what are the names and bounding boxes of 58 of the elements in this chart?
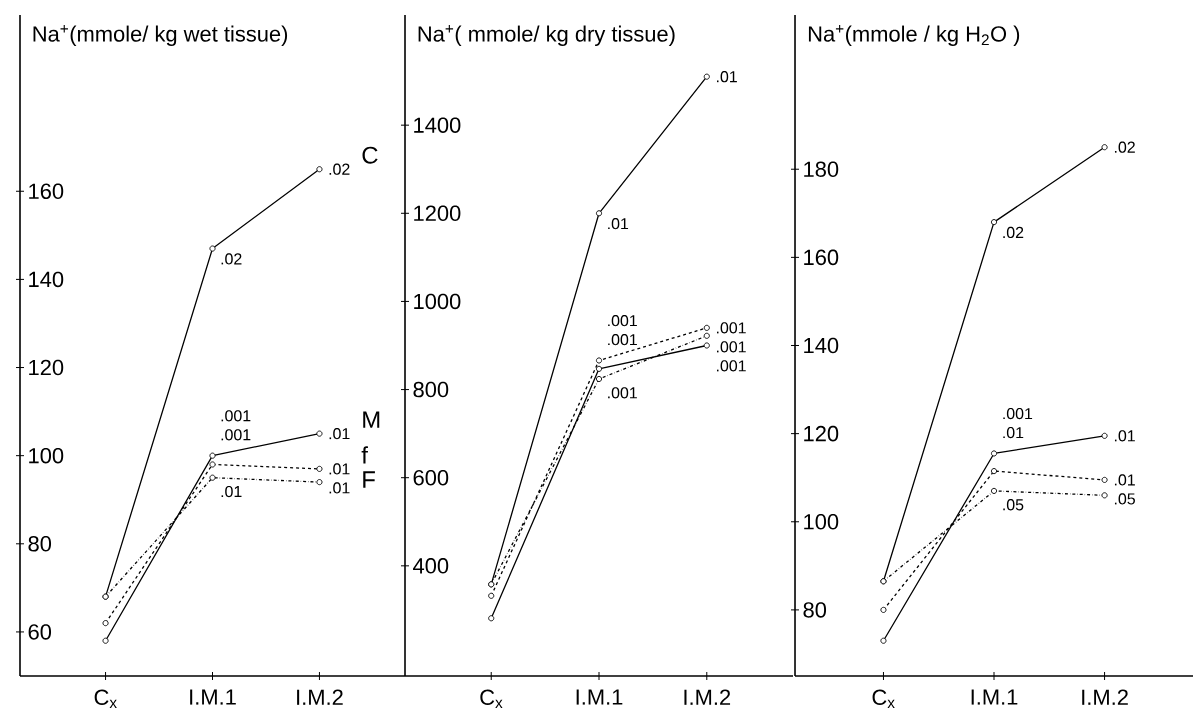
annotation: .05 bbox=[1114, 493, 1135, 505]
annotation: .001 bbox=[608, 334, 637, 346]
y-tick-label: 100 bbox=[29, 447, 64, 464]
series-label: f bbox=[361, 446, 368, 464]
annotation: .001 bbox=[221, 410, 251, 422]
series-label: C bbox=[362, 146, 378, 164]
annotation: .001 bbox=[1003, 407, 1033, 420]
annotation: .01 bbox=[1114, 430, 1135, 442]
annotation: .02 bbox=[329, 163, 350, 175]
annotation: .01 bbox=[1003, 426, 1024, 439]
annotation: .01 bbox=[329, 427, 350, 440]
y-tick-label: 80 bbox=[803, 602, 827, 618]
x-tick-label: I.M.2 bbox=[297, 689, 343, 705]
chart-title: Na$^{+}$( mmole/ kg dry tissue) bbox=[418, 25, 675, 47]
annotation: .02 bbox=[1003, 226, 1024, 239]
annotation: .01 bbox=[329, 463, 350, 475]
chart-title: Na$^{+}$(mmole/ kg wet tissue) bbox=[33, 25, 288, 47]
annotation: .01 bbox=[1114, 474, 1135, 486]
annotation: .01 bbox=[329, 482, 350, 494]
annotation: .01 bbox=[716, 71, 737, 83]
y-tick-label: 140 bbox=[29, 271, 64, 288]
y-tick-label: 180 bbox=[804, 161, 839, 177]
y-tick-label: 140 bbox=[804, 337, 839, 354]
annotation: .001 bbox=[716, 341, 746, 353]
x-tick-label: C$_{x}$ bbox=[480, 689, 503, 708]
y-tick-label: 800 bbox=[413, 381, 449, 398]
x-tick-label: I.M.2 bbox=[684, 689, 731, 705]
annotation: .02 bbox=[1114, 141, 1135, 153]
y-tick-label: 400 bbox=[413, 558, 449, 574]
y-tick-label: 1200 bbox=[414, 205, 461, 222]
x-tick-label: C$_{x}$ bbox=[94, 689, 117, 708]
y-tick-label: 1000 bbox=[414, 293, 461, 310]
annotation: .001 bbox=[716, 322, 746, 334]
annotation: .02 bbox=[221, 253, 242, 265]
y-tick-label: 120 bbox=[804, 425, 839, 442]
y-tick-label: 60 bbox=[28, 624, 52, 640]
y-tick-label: 80 bbox=[28, 536, 52, 552]
x-tick-label: I.M.1 bbox=[190, 689, 236, 705]
series-label: F bbox=[363, 471, 375, 488]
y-tick-label: 1400 bbox=[414, 117, 461, 133]
x-tick-label: I.M.2 bbox=[1082, 689, 1128, 705]
annotation: .01 bbox=[221, 485, 242, 498]
annotation: .001 bbox=[221, 429, 251, 441]
y-tick-label: 100 bbox=[804, 514, 839, 530]
chart-title: Na$^{+}$(mmole / kg H$_{2}$O ) bbox=[808, 25, 1020, 47]
annotation: .001 bbox=[716, 360, 746, 372]
y-tick-label: 600 bbox=[413, 469, 449, 486]
y-tick-label: 160 bbox=[29, 183, 64, 200]
annotation: .01 bbox=[608, 218, 629, 230]
y-tick-label: 160 bbox=[804, 249, 839, 266]
annotation: .05 bbox=[1003, 499, 1024, 511]
annotation: .001 bbox=[608, 315, 637, 327]
x-tick-label: C$_{x}$ bbox=[872, 689, 895, 708]
y-tick-label: 120 bbox=[29, 359, 64, 376]
x-tick-label: I.M.1 bbox=[971, 689, 1018, 705]
series-label: M bbox=[363, 411, 380, 428]
x-tick-label: I.M.1 bbox=[576, 689, 623, 705]
annotation: .001 bbox=[608, 387, 637, 399]
